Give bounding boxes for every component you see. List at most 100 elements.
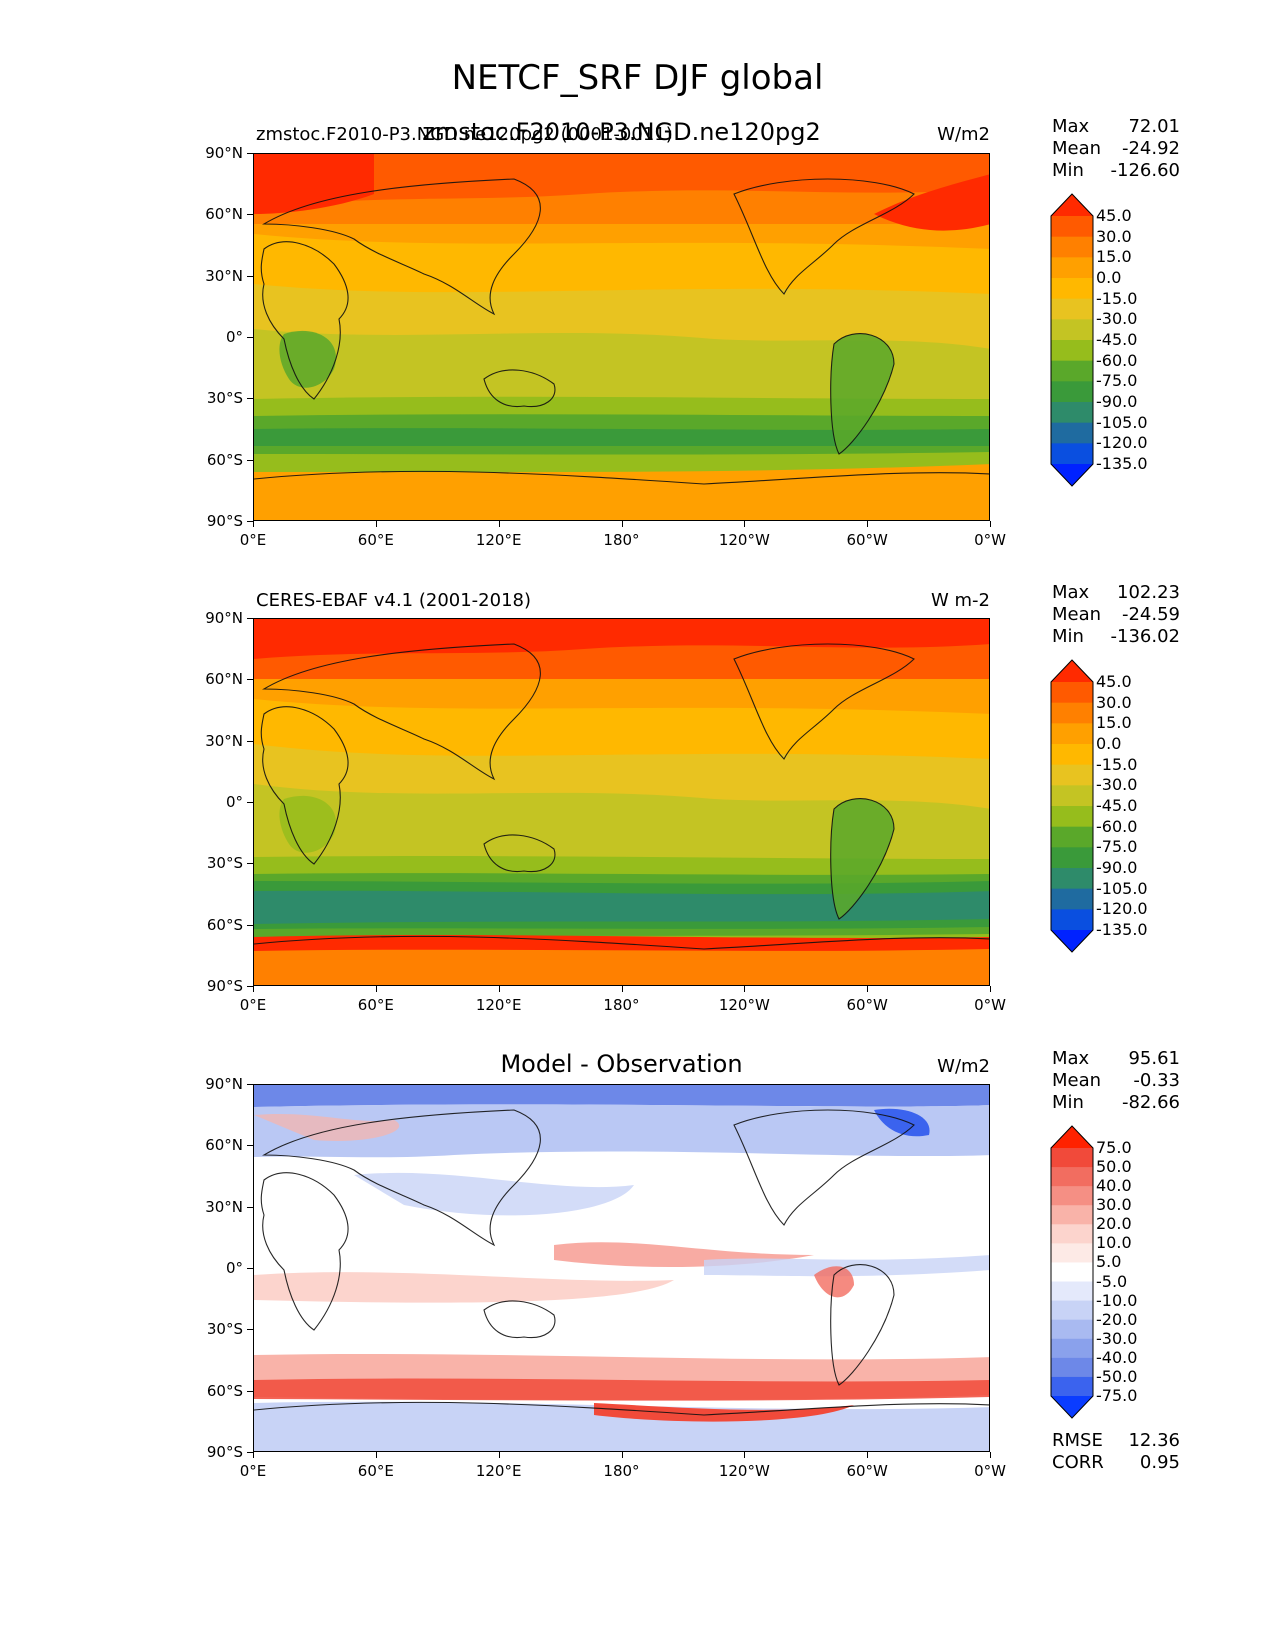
colorbar-segment [1051,868,1093,890]
panel3-title-center: Model - Observation [500,1050,743,1078]
colorbar-segment [1051,1357,1093,1378]
x-tick-mark [253,986,254,992]
stat-max-label: Max [1052,116,1090,137]
colorbar-label: 30.0 [1096,692,1132,712]
colorbar-label: 15.0 [1096,713,1132,733]
colorbar-label: -45.0 [1096,796,1138,815]
colorbar-label: 45.0 [1096,206,1132,225]
y-tick-label: 90°N [205,1075,243,1093]
x-tick-label: 60°E [357,996,394,1014]
colorbar-label: -105.0 [1096,412,1148,432]
colorbar-segment [1051,360,1093,382]
x-tick-label: 0°E [239,1462,267,1480]
x-tick-label: 180° [603,996,640,1014]
y-tick-mark [247,618,253,619]
panel3-units: W/m2 [937,1056,990,1077]
colorbar-segment [1051,806,1093,828]
colorbar-extend-top [1051,194,1093,216]
colorbar-label: 45.0 [1096,672,1132,691]
colorbar-label: -10.0 [1096,1290,1138,1310]
stat-mean-label: Mean [1052,1070,1102,1091]
stat-min-value: -136.02 [1110,626,1180,647]
panel2-title-left: CERES-EBAF v4.1 (2001-2018) [256,590,532,611]
panel3-colorbar [1050,1125,1094,1419]
y-tick-label: 0° [225,793,243,811]
colorbar-segment [1051,888,1093,910]
x-tick-mark [621,986,623,992]
colorbar-segment [1051,1338,1093,1359]
y-tick-mark [247,802,253,803]
colorbar-label: -135.0 [1096,920,1148,939]
x-tick-label: 120°E [475,1462,522,1480]
x-tick-mark [621,1452,623,1458]
corr-label: CORR [1052,1452,1104,1473]
colorbar-extend-top [1051,660,1093,682]
stat-max-value: 102.23 [1117,582,1180,603]
colorbar-label: 0.0 [1096,734,1122,753]
stat-mean-value: -24.92 [1121,138,1180,159]
colorbar-label: -75.0 [1096,371,1138,391]
colorbar-label: -15.0 [1096,288,1138,308]
x-tick-mark [990,986,991,992]
y-tick-mark [247,1452,253,1453]
x-tick-label: 0°E [239,996,267,1014]
colorbar-segment [1051,1148,1093,1168]
colorbar-segment [1051,847,1093,869]
stat-min-value: -82.66 [1121,1092,1180,1113]
colorbar-label: -5.0 [1096,1271,1128,1291]
colorbar-label: -30.0 [1096,1328,1138,1348]
panel2-stats: Max 102.23 Mean -24.59 Min -136.02 [1052,582,1180,648]
colorbar-label: -30.0 [1096,309,1138,329]
stat-mean-value: -24.59 [1121,604,1180,625]
y-tick-label: 30°S [206,389,243,408]
figure-title: NETCF_SRF DJF global [451,58,824,98]
x-tick-label: 60°W [846,531,888,549]
colorbar-label: -60.0 [1096,816,1138,836]
colorbar-label: -40.0 [1096,1347,1138,1367]
y-tick-mark [247,924,253,926]
colorbar-segment [1051,236,1093,258]
colorbar-label: -75.0 [1096,1386,1138,1405]
colorbar-label: 15.0 [1096,247,1132,267]
x-tick-label: 0°E [239,531,267,549]
y-tick-label: 30°S [206,1320,243,1339]
colorbar-extend-bottom [1051,464,1093,486]
y-tick-label: 90°N [205,144,243,162]
x-tick-label: 120°E [475,531,522,549]
colorbar-outline [1050,1125,1094,1419]
colorbar-label: 75.0 [1096,1138,1132,1157]
colorbar-outline [1050,659,1094,953]
stat-max-value: 95.61 [1128,1048,1180,1069]
colorbar-extend-bottom [1051,1396,1093,1418]
x-tick-mark [744,1452,746,1458]
x-tick-mark [253,521,254,527]
panel2-colorbar [1050,659,1094,953]
stat-max-value: 72.01 [1128,116,1180,137]
panel1-units: W/m2 [937,124,990,145]
rmse-value: 12.36 [1128,1430,1180,1451]
colorbar-label: 50.0 [1096,1157,1132,1177]
x-tick-label: 0°W [974,1462,1006,1480]
corr-value: 0.95 [1139,1452,1180,1473]
colorbar-label: -90.0 [1096,392,1138,411]
y-tick-label: 90°S [206,977,243,995]
panel1-field [254,154,989,520]
panel1-colorbar [1050,193,1094,487]
x-tick-label: 60°W [846,1462,888,1480]
y-tick-mark [247,1268,253,1269]
colorbar-label: -50.0 [1096,1366,1138,1386]
x-tick-mark [375,1452,377,1458]
stat-max-label: Max [1052,1048,1090,1069]
colorbar-segment [1051,785,1093,807]
y-tick-label: 0° [225,1259,243,1277]
colorbar-segment [1051,702,1093,724]
x-tick-mark [498,521,500,527]
panel3-metrics: RMSE 12.36 CORR 0.95 [1052,1430,1180,1474]
panel3-field [254,1085,989,1451]
x-tick-label: 120°W [718,1462,770,1480]
y-tick-label: 60°N [205,1136,243,1155]
y-tick-mark [247,863,253,865]
x-tick-mark [375,521,377,527]
colorbar-label: 10.0 [1096,1233,1132,1253]
panel3-stats: Max 95.61 Mean -0.33 Min -82.66 [1052,1048,1180,1114]
